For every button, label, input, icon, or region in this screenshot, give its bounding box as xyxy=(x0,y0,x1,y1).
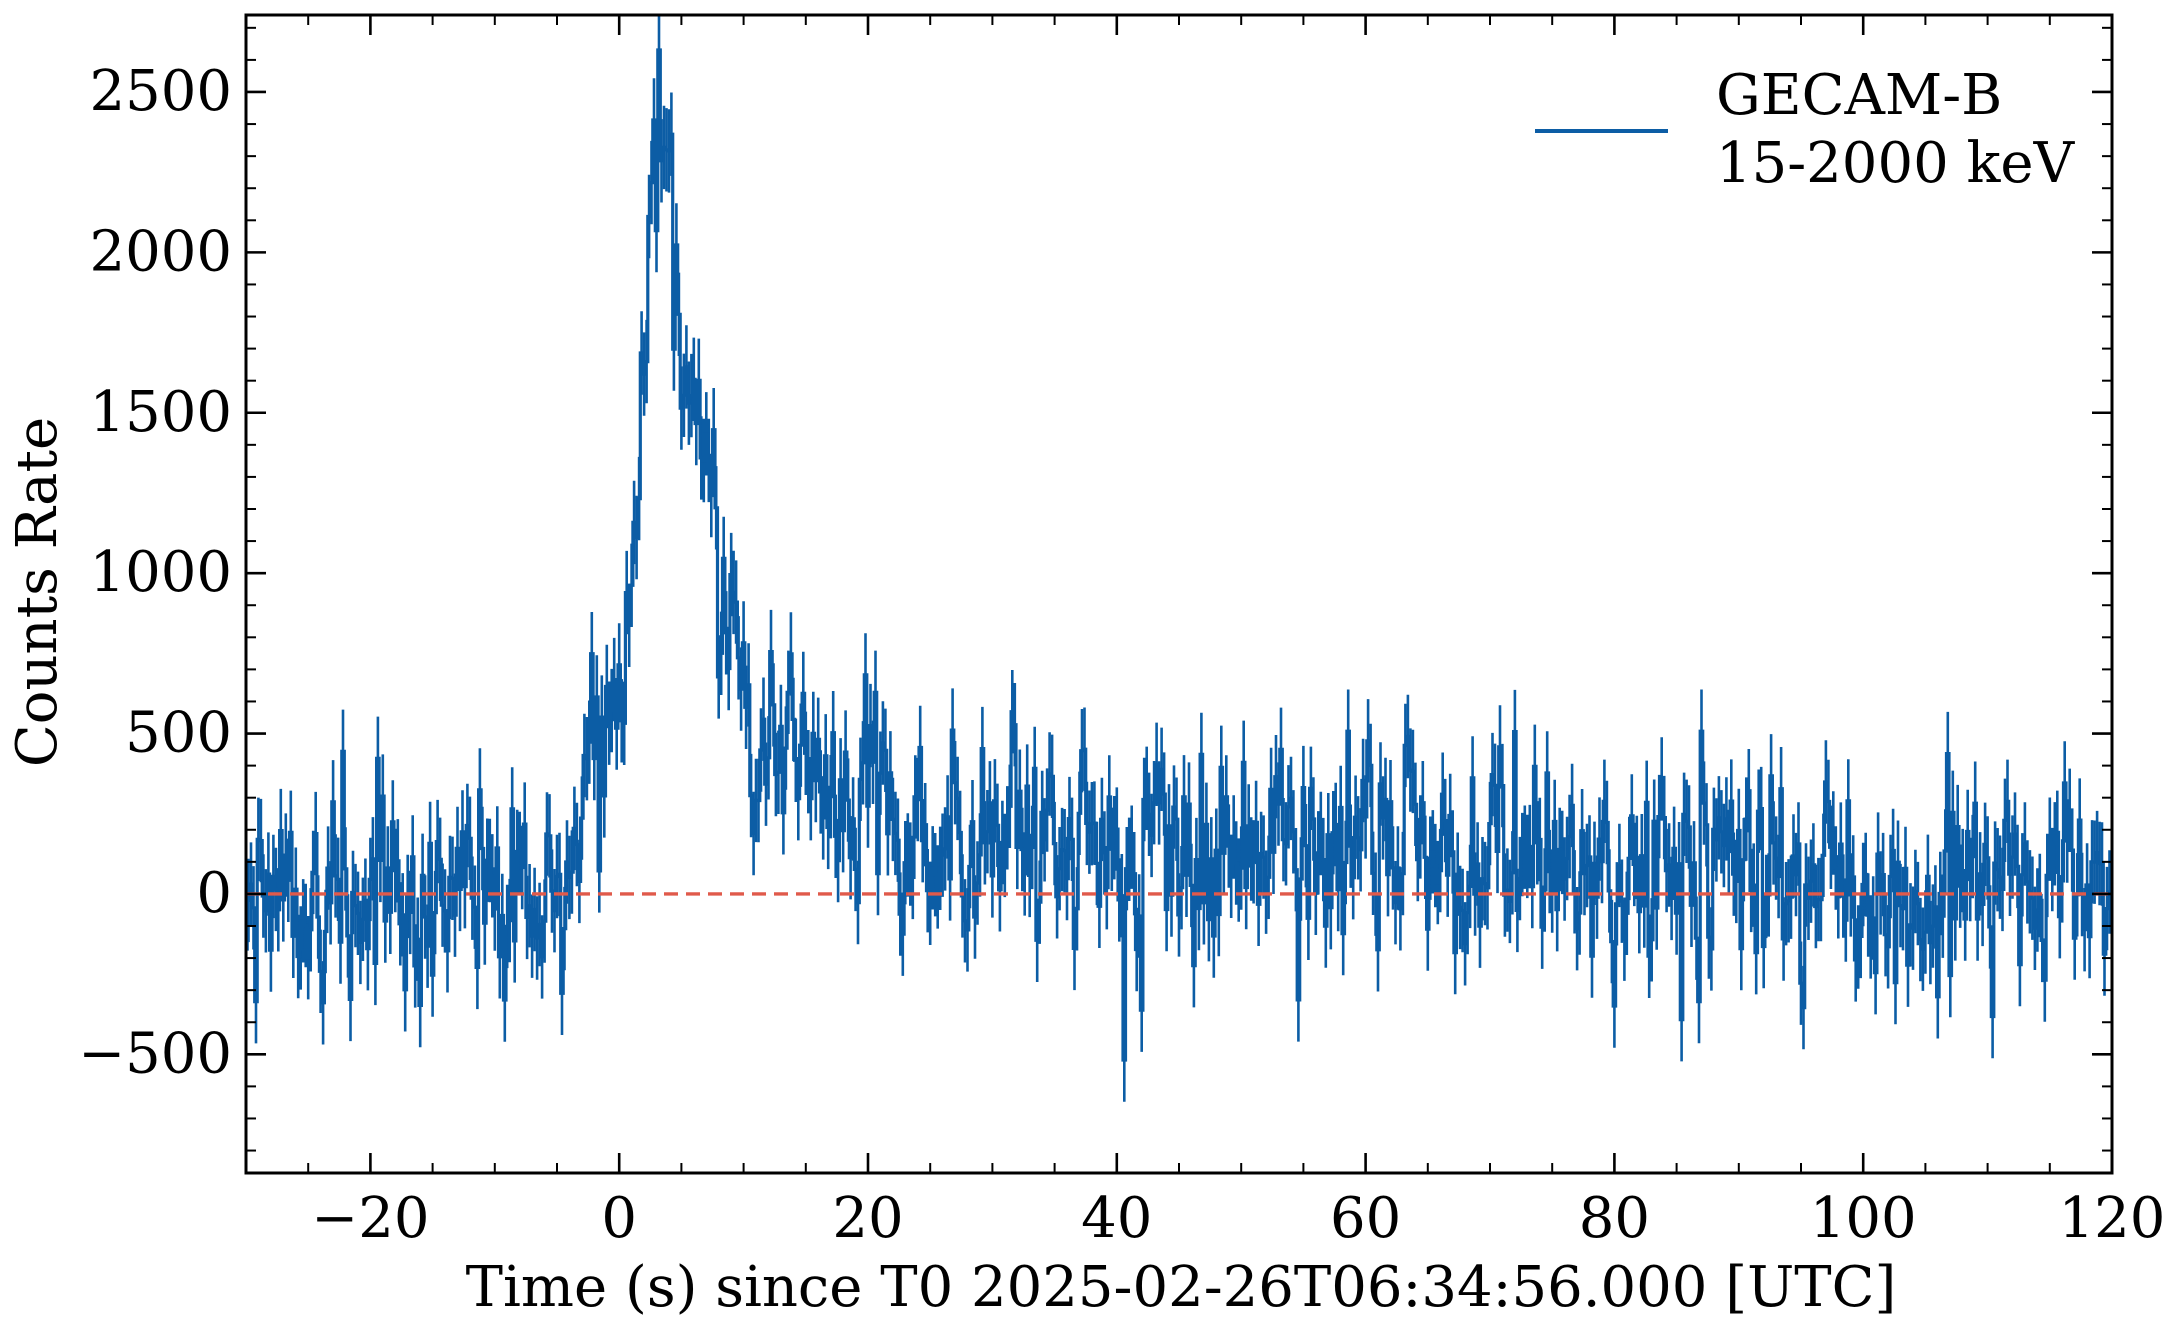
x-tick-label: 0 xyxy=(601,1186,637,1251)
y-tick-label: 2500 xyxy=(89,59,232,124)
y-tick-label: 1000 xyxy=(89,540,232,605)
axes-layer: −20 0 20 40 60 80 100 120 −500 0 500 1000 1500 2000 25… xyxy=(78,13,2165,1251)
y-axis-label: Counts Rate xyxy=(5,417,70,767)
series-line xyxy=(246,48,2111,1062)
x-tick-label: 40 xyxy=(1081,1186,1152,1251)
y-tick-label: 1500 xyxy=(89,380,232,445)
x-tick-label: 60 xyxy=(1330,1186,1401,1251)
legend-label-instrument: GECAM-B xyxy=(1716,63,2002,128)
x-tick-label: 120 xyxy=(2059,1186,2165,1251)
y-tick-label: 2000 xyxy=(89,219,232,284)
y-tick-label: −500 xyxy=(78,1021,232,1086)
x-tick-label: 80 xyxy=(1579,1186,1650,1251)
legend-label-energy-band: 15-2000 keV xyxy=(1716,131,2076,196)
y-tick-label: 0 xyxy=(196,861,232,926)
x-tick-label: −20 xyxy=(311,1186,429,1251)
y-tick-label: 500 xyxy=(125,701,232,766)
legend: GECAM-B 15-2000 keV xyxy=(1535,63,2076,196)
x-axis-label: Time (s) since T0 2025-02-26T06:34:56.00… xyxy=(466,1255,1897,1320)
x-tick-label: 100 xyxy=(1810,1186,1917,1251)
x-tick-label: 20 xyxy=(832,1186,903,1251)
